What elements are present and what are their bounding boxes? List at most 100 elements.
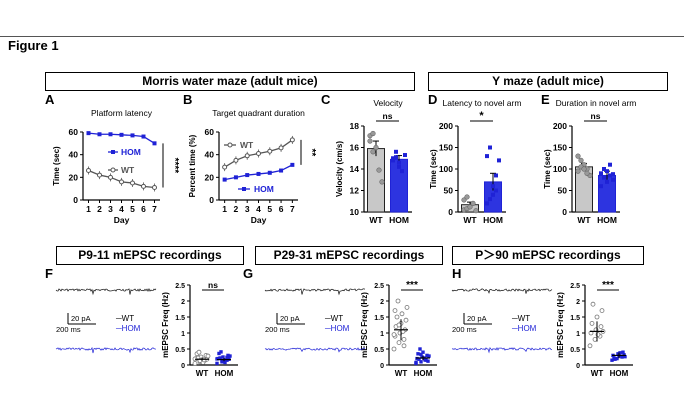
chart-a-point — [108, 132, 113, 137]
chart-a-point — [108, 174, 113, 180]
scale-g-pa: 20 pA — [280, 314, 300, 323]
chart-h-ytick-label-0: 0 — [576, 363, 580, 370]
chart-a-xtick-label-4: 5 — [130, 204, 135, 214]
chart-g-point-wt — [404, 304, 410, 310]
legend-h-hom: ─HOM — [511, 324, 537, 333]
chart-g-ylabel: mEPSC Freq (Hz) — [360, 292, 369, 358]
chart-b-point — [233, 157, 239, 163]
chart-c-significance: ns — [383, 111, 393, 121]
chart-f-point-wt — [201, 357, 207, 363]
chart-h-xtick-label-1: HOM — [610, 369, 629, 378]
chart-h-ylabel: mEPSC Freq (Hz) — [556, 292, 565, 358]
chart-f-point-wt — [192, 360, 198, 366]
chart-d-point-hom — [494, 173, 498, 178]
chart-g-point-hom — [421, 350, 425, 354]
chart-f-ytick-label-5: 2.5 — [175, 283, 185, 290]
chart-g-point-wt — [399, 311, 405, 317]
chart-b-point — [279, 168, 284, 173]
chart-h-ytick-label-5: 2.5 — [570, 283, 580, 290]
chart-e-point-hom — [611, 177, 615, 182]
chart-a-xtick-label-5: 6 — [141, 204, 146, 214]
chart-f-point-wt — [196, 349, 202, 355]
chart-e-ytick-label-2: 100 — [553, 164, 567, 174]
chart-a-point — [152, 185, 157, 191]
chart-f-point-hom — [221, 355, 225, 359]
legend-g-hom: ─HOM — [324, 324, 350, 333]
chart-f-ylabel: mEPSC Freq (Hz) — [161, 292, 170, 358]
section-mwm: Morris water maze (adult mice) — [45, 72, 415, 91]
chart-a-ytick-label-3: 60 — [69, 127, 79, 137]
chart-c-point-wt — [370, 149, 376, 155]
chart-d-point-hom — [494, 188, 498, 193]
chart-a-point — [119, 132, 124, 137]
chart-c-xtick-label-1: HOM — [389, 215, 409, 225]
chart-b-point — [267, 148, 273, 154]
chart-g-point-hom — [419, 352, 423, 357]
chart-d-ytick-label-0: 0 — [448, 207, 453, 217]
chart-a-xtick-label-0: 1 — [86, 204, 91, 214]
chart-e-ytick-label-1: 50 — [558, 186, 568, 196]
chart-g-point-wt — [396, 322, 402, 328]
chart-g-point-hom — [416, 352, 420, 356]
chart-h-point-wt — [599, 308, 605, 314]
chart-f-point-hom — [228, 354, 232, 358]
chart-b-xlabel: Day — [251, 215, 267, 225]
chart-e-point-hom — [608, 173, 612, 178]
chart-b-point — [290, 162, 295, 167]
chart-e-ylabel: Time (sec) — [543, 149, 552, 189]
chart-e-xtick-label-0: WT — [577, 215, 591, 225]
chart-d-point-hom — [485, 201, 489, 206]
panel-letter-d: D — [428, 92, 438, 107]
chart-g-xtick-label-0: WT — [395, 369, 408, 378]
chart-g-point-hom — [417, 357, 421, 361]
legend-h-wt: ─WT — [511, 314, 530, 323]
chart-a-point — [130, 180, 135, 186]
section-ymaze: Y maze (adult mice) — [428, 72, 668, 91]
chart-g-point-hom — [420, 355, 424, 359]
chart-c-point-wt — [367, 138, 373, 144]
chart-c-point-wt — [376, 167, 382, 173]
chart-b-legend-hom: HOM — [254, 184, 274, 194]
chart-g-point-hom — [423, 358, 427, 362]
chart-e-point-hom — [599, 171, 603, 176]
chart-d-significance: * — [479, 110, 484, 122]
chart-c-ytick-label-0: 10 — [350, 207, 360, 217]
chart-c-point-wt — [379, 179, 385, 185]
trace-g-wt — [264, 288, 366, 296]
chart-f-point-hom — [219, 350, 223, 354]
chart-g-ytick-label-2: 1 — [380, 331, 384, 338]
chart-b-point — [267, 170, 272, 175]
chart-f-ytick-label-1: 0.5 — [175, 347, 185, 354]
chart-c-point-hom — [394, 149, 398, 154]
chart-d-ytick-label-4: 200 — [439, 121, 453, 131]
chart-c-point-hom — [394, 155, 398, 160]
chart-h-point-hom — [620, 355, 624, 359]
chart-b-point — [233, 175, 238, 180]
chart-g-xtick-label-1: HOM — [414, 369, 433, 378]
chart-d-point-wt — [464, 194, 470, 200]
chart-e-point-hom — [611, 172, 615, 177]
chart-g-point-hom — [418, 347, 422, 351]
chart-a-point — [141, 183, 146, 189]
chart-c-point-hom — [391, 156, 395, 161]
panel-letter-f: F — [45, 266, 53, 281]
chart-a-legend-hom: HOM — [121, 147, 141, 157]
chart-b-point — [245, 173, 250, 178]
chart-c-point-hom — [397, 164, 401, 169]
chart-b-ytick-label-2: 40 — [205, 150, 215, 160]
chart-h-point-wt — [590, 301, 596, 307]
chart-c-point-wt — [373, 144, 379, 151]
chart-d-title: Latency to novel arm — [443, 98, 522, 108]
chart-b-xtick-label-3: 4 — [256, 204, 261, 214]
chart-f-significance: ns — [208, 280, 218, 290]
chart-a-legend-hom-marker — [111, 150, 115, 154]
chart-f-point-hom — [218, 356, 222, 360]
scale-g-ms: 200 ms — [265, 325, 290, 334]
trace-g-hom — [264, 347, 366, 353]
chart-e-point-wt — [575, 168, 581, 174]
panel-letter-e: E — [541, 92, 550, 107]
chart-a-point — [86, 168, 91, 174]
chart-b-legend-wt: WT — [240, 140, 254, 150]
chart-g-significance: *** — [406, 280, 418, 291]
